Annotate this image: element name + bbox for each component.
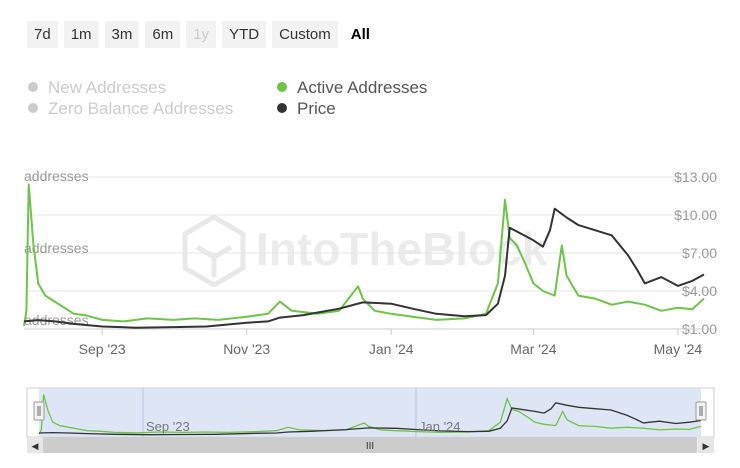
series-active-addresses (23, 183, 705, 327)
navigator[interactable]: Sep '23 Jan '24 (26, 387, 715, 438)
navigator-series-line (38, 394, 702, 435)
navigator-handle-left[interactable] (33, 401, 45, 421)
legend-label: New Addresses (48, 78, 167, 97)
range-button-1m[interactable]: 1m (63, 21, 99, 48)
legend-marker (28, 103, 38, 113)
series-price (23, 207, 705, 329)
x-axis: Sep '23 Nov '23 Jan '24 Mar '24 May '24 (24, 328, 704, 357)
legend-label: Active Addresses (297, 78, 428, 97)
navigator-handle-right[interactable] (695, 401, 707, 421)
legend-marker (277, 82, 287, 92)
range-selector: 7d 1m 3m 6m 1y YTD Custom All (27, 21, 377, 48)
y-left-tick-label: addresses (24, 240, 89, 256)
navigator-selection[interactable] (39, 388, 701, 437)
legend-item-zero-balance-addresses[interactable]: Zero Balance Addresses (28, 99, 233, 119)
range-button-3m[interactable]: 3m (104, 21, 140, 48)
y-right-tick-label: $4.00 (682, 283, 717, 299)
watermark-logo (182, 214, 246, 288)
navigator-x-label: Jan '24 (419, 419, 461, 434)
y-left-tick-label: addresses (24, 168, 89, 184)
scroll-left-icon: ◀ (32, 441, 39, 451)
y-right-tick-label: $10.00 (674, 207, 717, 223)
navigator-x-label: Sep '23 (146, 419, 190, 434)
range-button-6m[interactable]: 6m (145, 21, 181, 48)
range-button-ytd[interactable]: YTD (222, 21, 267, 48)
x-tick-label: Sep '23 (79, 341, 126, 357)
scroll-right-button[interactable] (698, 437, 714, 453)
watermark-text: IntoTheBlock (256, 223, 548, 275)
x-tick-label: Jan '24 (369, 341, 414, 357)
legend-item-new-addresses[interactable]: New Addresses (28, 78, 166, 98)
scrollbar-grip-icon: III (366, 441, 374, 452)
y-axis-right: $1.00$4.00$7.00$10.00$13.00 (674, 169, 717, 337)
legend-marker (277, 103, 287, 113)
legend-item-price[interactable]: Price (277, 99, 336, 119)
scrollbar[interactable]: ◀ ▶ III (27, 437, 714, 453)
scroll-right-icon: ▶ (703, 441, 710, 451)
legend-item-active-addresses[interactable]: Active Addresses (277, 78, 427, 98)
scroll-left-button[interactable] (27, 437, 43, 453)
legend-marker (28, 82, 38, 92)
navigator-series (38, 394, 702, 436)
x-tick-label: Nov '23 (223, 341, 270, 357)
y-right-tick-label: $13.00 (674, 169, 717, 185)
navigator-series-line (38, 402, 702, 436)
chart-series (23, 183, 705, 329)
watermark: IntoTheBlock (182, 214, 548, 288)
legend-label: Zero Balance Addresses (48, 99, 234, 118)
range-button-7d[interactable]: 7d (27, 21, 58, 48)
range-button-custom[interactable]: Custom (272, 21, 338, 48)
scrollbar-thumb[interactable] (43, 437, 697, 453)
range-button-all[interactable]: All (343, 21, 377, 48)
legend-label: Price (297, 99, 336, 118)
x-tick-label: Mar '24 (510, 341, 556, 357)
y-right-tick-label: $7.00 (682, 245, 717, 261)
range-button-1y[interactable]: 1y (186, 21, 217, 48)
x-tick-label: May '24 (654, 341, 703, 357)
